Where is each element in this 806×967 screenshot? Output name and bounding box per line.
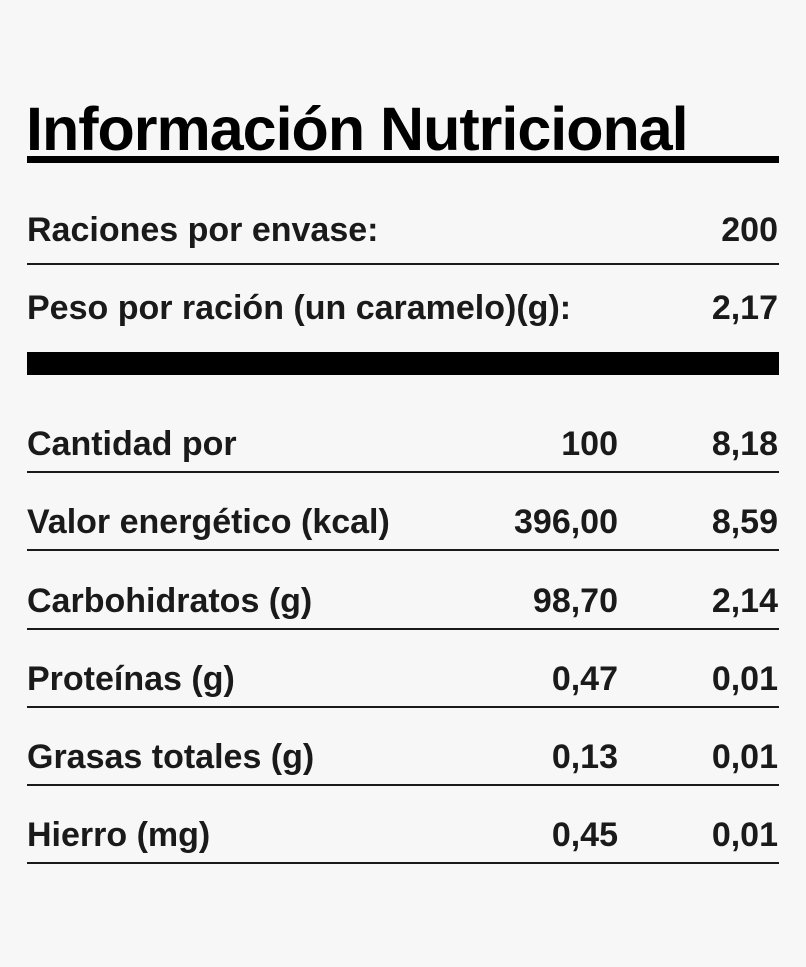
servings-value: 200	[721, 211, 778, 249]
nutrient-label: Hierro (mg)	[27, 816, 211, 854]
nutrient-per-serving: 8,59	[711, 503, 778, 541]
nutrient-per-100: 98,70	[532, 582, 618, 620]
nutrient-label: Proteínas (g)	[27, 660, 235, 698]
title-underline	[27, 156, 779, 163]
nutrient-per-100: 100	[561, 425, 618, 463]
nutrient-row: Proteínas (g) 0,47 0,01	[27, 659, 778, 699]
serving-weight-value: 2,17	[711, 289, 778, 327]
nutrient-per-serving: 0,01	[711, 660, 778, 698]
divider	[27, 706, 779, 708]
nutrient-per-100: 396,00	[514, 503, 618, 541]
serving-weight-row: Peso por ración (un caramelo)(g): 2,17	[27, 288, 778, 328]
nutrient-label: Grasas totales (g)	[27, 738, 315, 776]
nutrient-label: Valor energético (kcal)	[27, 503, 390, 541]
section-divider	[27, 352, 779, 375]
nutrient-row: Grasas totales (g) 0,13 0,01	[27, 737, 778, 777]
nutrient-label: Cantidad por	[27, 425, 237, 463]
nutrient-per-serving: 0,01	[711, 738, 778, 776]
divider	[27, 471, 779, 473]
nutrient-per-100: 0,47	[551, 660, 618, 698]
divider	[27, 862, 779, 864]
nutrient-row: Valor energético (kcal) 396,00 8,59	[27, 502, 778, 542]
nutrient-per-serving: 2,14	[711, 582, 778, 620]
servings-label: Raciones por envase:	[27, 211, 379, 249]
nutrient-label: Carbohidratos (g)	[27, 582, 313, 620]
nutrient-row: Cantidad por 100 8,18	[27, 424, 778, 464]
divider	[27, 549, 779, 551]
nutrient-row: Hierro (mg) 0,45 0,01	[27, 815, 778, 855]
nutrient-per-serving: 8,18	[711, 425, 778, 463]
nutrient-per-100: 0,13	[551, 738, 618, 776]
divider	[27, 628, 779, 630]
nutrient-row: Carbohidratos (g) 98,70 2,14	[27, 581, 778, 621]
divider	[27, 263, 779, 265]
servings-row: Raciones por envase: 200	[27, 210, 778, 250]
nutrient-per-serving: 0,01	[711, 816, 778, 854]
nutrition-title: Información Nutricional	[26, 95, 689, 163]
divider	[27, 784, 779, 786]
serving-weight-label: Peso por ración (un caramelo)(g):	[27, 289, 572, 327]
nutrient-per-100: 0,45	[551, 816, 618, 854]
